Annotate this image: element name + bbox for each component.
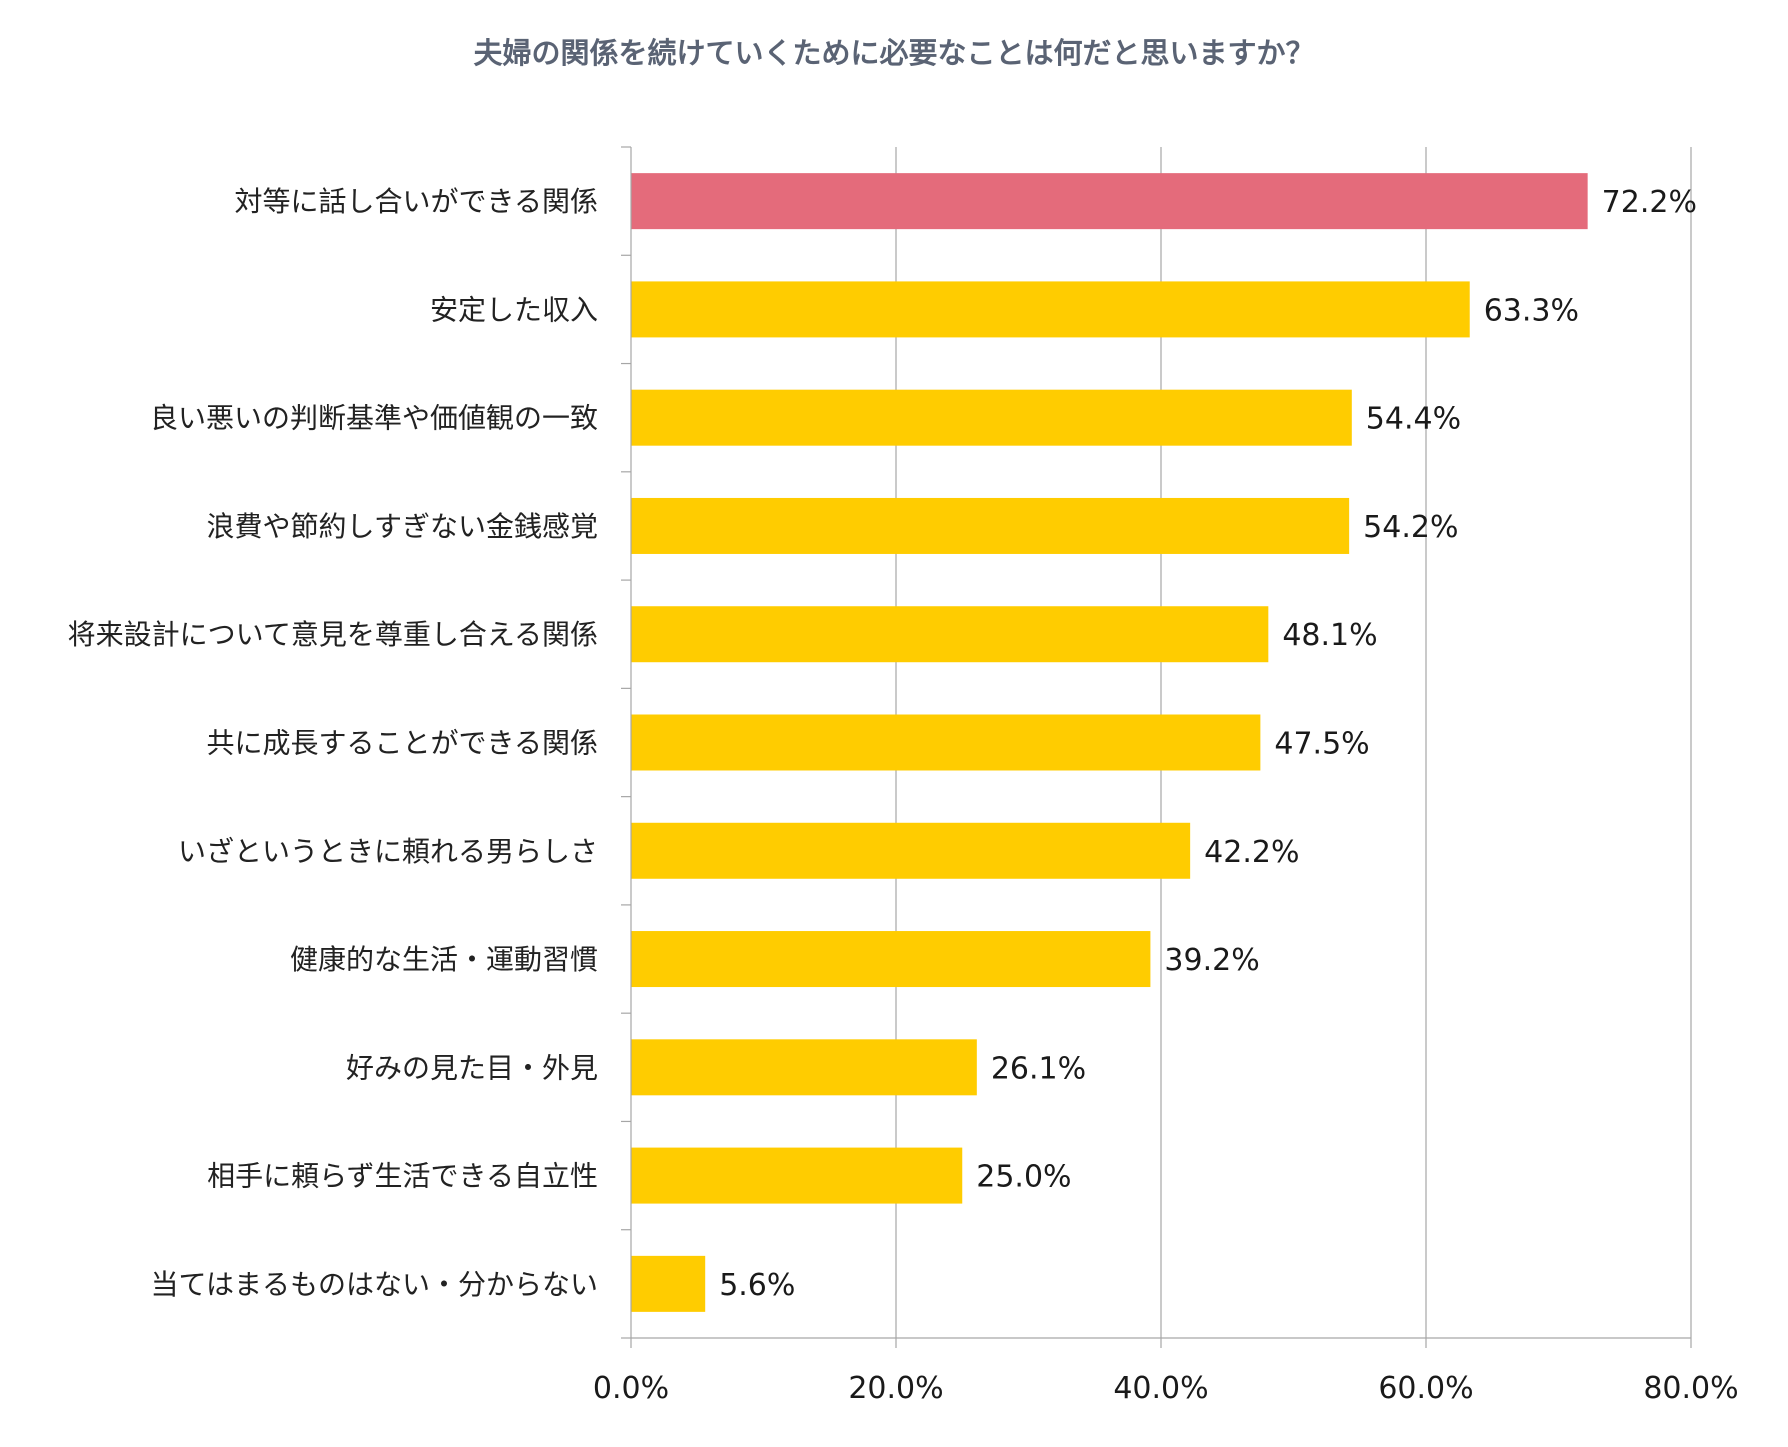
bar [631, 1039, 977, 1096]
bar-value-label: 47.5% [1274, 727, 1369, 762]
bar [631, 606, 1269, 663]
bar-value-label: 54.2% [1363, 510, 1458, 545]
bar [631, 822, 1191, 879]
bar-value-label: 5.6% [719, 1268, 795, 1303]
category-label: 浪費や節約しすぎない金銭感覚 [207, 510, 598, 543]
bars [631, 173, 1588, 1312]
x-tick-label: 0.0% [593, 1371, 669, 1406]
category-label: 当てはまるものはない・分からない [151, 1268, 598, 1301]
bar [631, 714, 1261, 771]
bar [631, 281, 1470, 338]
category-label: 相手に頼らず生活できる自立性 [207, 1160, 598, 1193]
category-label: いざというときに頼れる男らしさ [178, 835, 598, 868]
bar-value-label: 25.0% [976, 1160, 1071, 1195]
bar [631, 173, 1588, 230]
axes [621, 146, 1692, 1348]
bar-value-label: 42.2% [1204, 835, 1299, 870]
bar-value-label: 54.4% [1366, 402, 1461, 437]
chart-title: 夫婦の関係を続けていくために必要なことは何だと思いますか？ [473, 36, 1315, 70]
bar [631, 931, 1151, 988]
x-tick-label: 80.0% [1643, 1371, 1738, 1406]
category-label: 共に成長することができる関係 [207, 727, 598, 760]
x-tick-label: 20.0% [848, 1371, 943, 1406]
category-label: 安定した収入 [430, 293, 598, 326]
bar [631, 497, 1350, 554]
category-label: 良い悪いの判断基準や価値観の一致 [150, 402, 598, 435]
x-tick-label: 60.0% [1378, 1371, 1473, 1406]
category-label: 健康的な生活・運動習慣 [290, 943, 598, 976]
bar [631, 1147, 963, 1204]
bar-value-label: 26.1% [991, 1051, 1086, 1086]
category-label: 将来設計について意見を尊重し合える関係 [68, 618, 598, 651]
bar [631, 1255, 706, 1312]
labels: 0.0% 20.0% 40.0% 60.0% 80.0% 72.2% 対等に話し合いができる… [68, 185, 1739, 1406]
bar-value-label: 63.3% [1484, 293, 1579, 328]
category-label: 対等に話し合いができる関係 [235, 185, 598, 218]
bar [631, 389, 1352, 446]
bar-value-label: 72.2% [1602, 185, 1697, 220]
x-tick-label: 40.0% [1113, 1371, 1208, 1406]
bar-value-label: 39.2% [1164, 943, 1259, 978]
category-label: 好みの見た目・外見 [346, 1051, 598, 1084]
bar-value-label: 48.1% [1282, 618, 1377, 653]
